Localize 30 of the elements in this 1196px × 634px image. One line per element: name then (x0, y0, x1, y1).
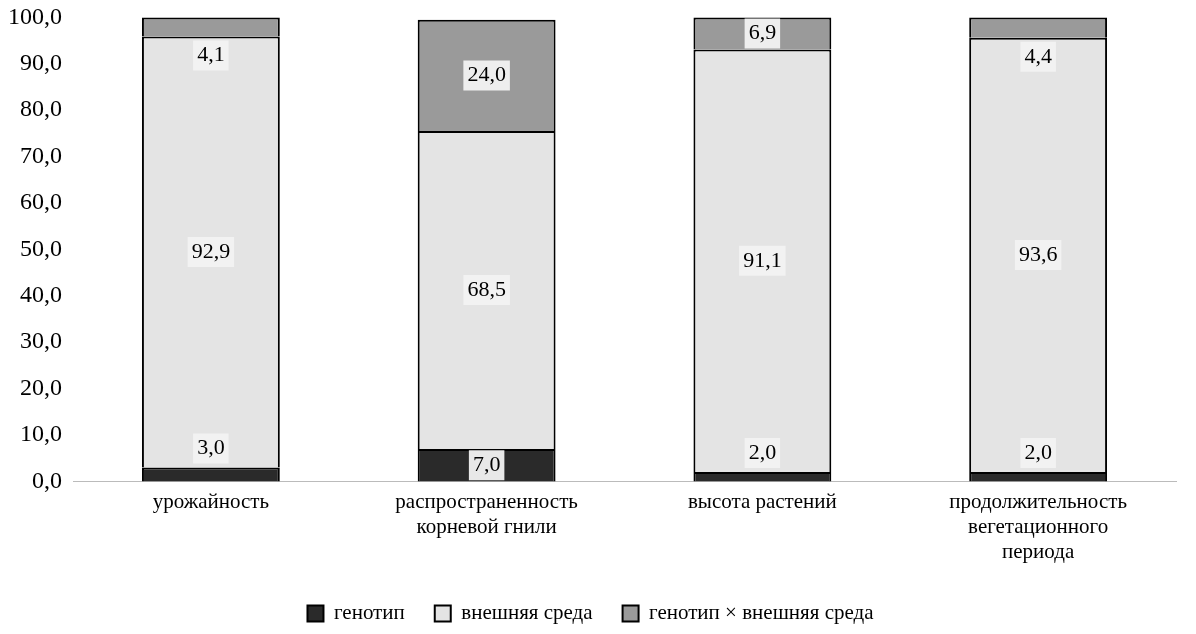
data-label: 92,9 (191, 237, 231, 263)
data-label: 7,0 (472, 450, 501, 476)
y-tick-label: 60,0 (20, 188, 62, 215)
y-tick-label: 50,0 (20, 234, 62, 261)
y-tick-label: 30,0 (20, 327, 62, 354)
data-label: 4,1 (197, 41, 225, 67)
data-label: 3,0 (197, 434, 225, 460)
data-label: 4,4 (1024, 42, 1052, 68)
y-tick-label: 80,0 (20, 95, 62, 122)
y-tick-label: 90,0 (20, 49, 62, 76)
y-tick-label: 70,0 (20, 141, 62, 168)
legend-label: генотип (333, 600, 405, 625)
data-label: 68,5 (467, 275, 506, 301)
x-tick-label: продолжительность вегетационного периода (949, 488, 1127, 563)
y-tick-label: 10,0 (20, 420, 62, 447)
legend-label: внешняя среда (461, 600, 594, 625)
y-tick-label: 100,0 (8, 2, 62, 29)
y-tick-label: 40,0 (20, 281, 62, 308)
x-tick-label: распространенность корневой гнили (395, 488, 578, 538)
legend-label: генотип × внешняя среда (649, 600, 875, 625)
x-tick-label: высота растений (687, 488, 837, 513)
y-tick-label: 0,0 (32, 466, 62, 493)
data-label: 2,0 (748, 438, 777, 464)
x-tick-label: урожайность (152, 488, 270, 513)
data-label: 24,0 (467, 61, 506, 87)
data-label: 91,1 (743, 246, 782, 272)
data-label: 93,6 (1018, 240, 1058, 266)
y-tick-label: 20,0 (20, 373, 62, 400)
data-label: 2,0 (1024, 438, 1052, 464)
data-label: 6,9 (748, 19, 777, 45)
